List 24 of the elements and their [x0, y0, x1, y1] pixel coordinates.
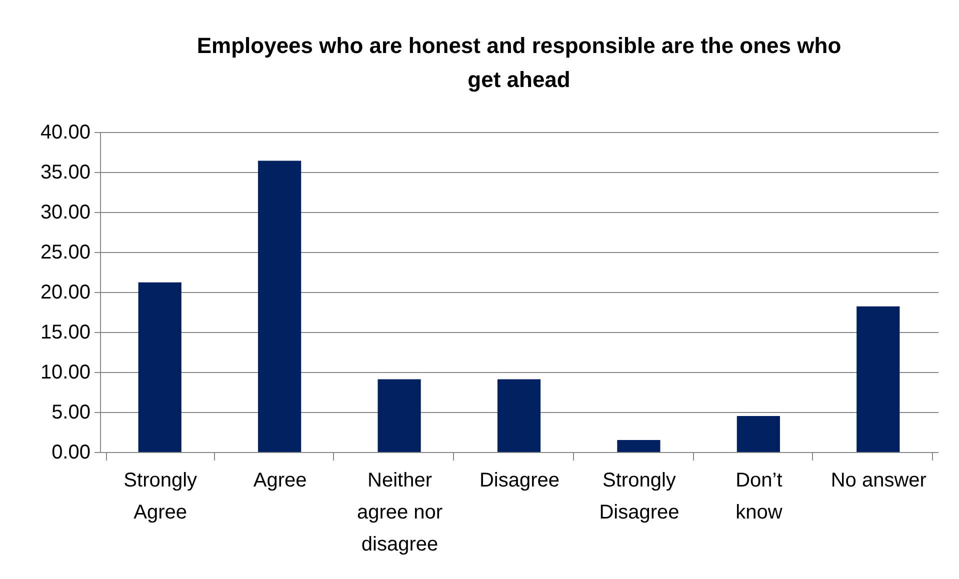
x-tick-label: Disagree	[479, 470, 560, 492]
y-tick-label: 5.00	[52, 402, 90, 424]
bar	[258, 160, 302, 452]
bar	[497, 379, 541, 452]
bar	[736, 416, 780, 452]
x-tick-label: Neither agree nor disagree	[356, 470, 443, 556]
x-tick-label: Strongly Agree	[124, 470, 198, 524]
x-tick-label: Don’t know	[736, 470, 783, 524]
y-tick-label: 25.00	[40, 242, 90, 264]
bar	[378, 379, 421, 452]
x-tick-label: Strongly Disagree	[599, 470, 680, 524]
x-tick-label: No answer	[830, 470, 927, 492]
y-tick-label: 35.00	[40, 162, 90, 184]
y-tick-label: 40.00	[40, 122, 90, 144]
x-tick-label: Agree	[253, 470, 307, 492]
bar	[856, 306, 900, 452]
y-tick-label: 0.00	[52, 442, 90, 464]
chart-title: Employees who are honest and responsible are the ones who get ahead	[196, 33, 842, 92]
y-tick-label: 30.00	[40, 202, 90, 224]
y-tick-label: 10.00	[40, 362, 90, 384]
y-tick-label: 20.00	[40, 282, 90, 304]
bar	[617, 440, 660, 452]
bar	[138, 282, 182, 452]
y-tick-label: 15.00	[40, 322, 90, 344]
